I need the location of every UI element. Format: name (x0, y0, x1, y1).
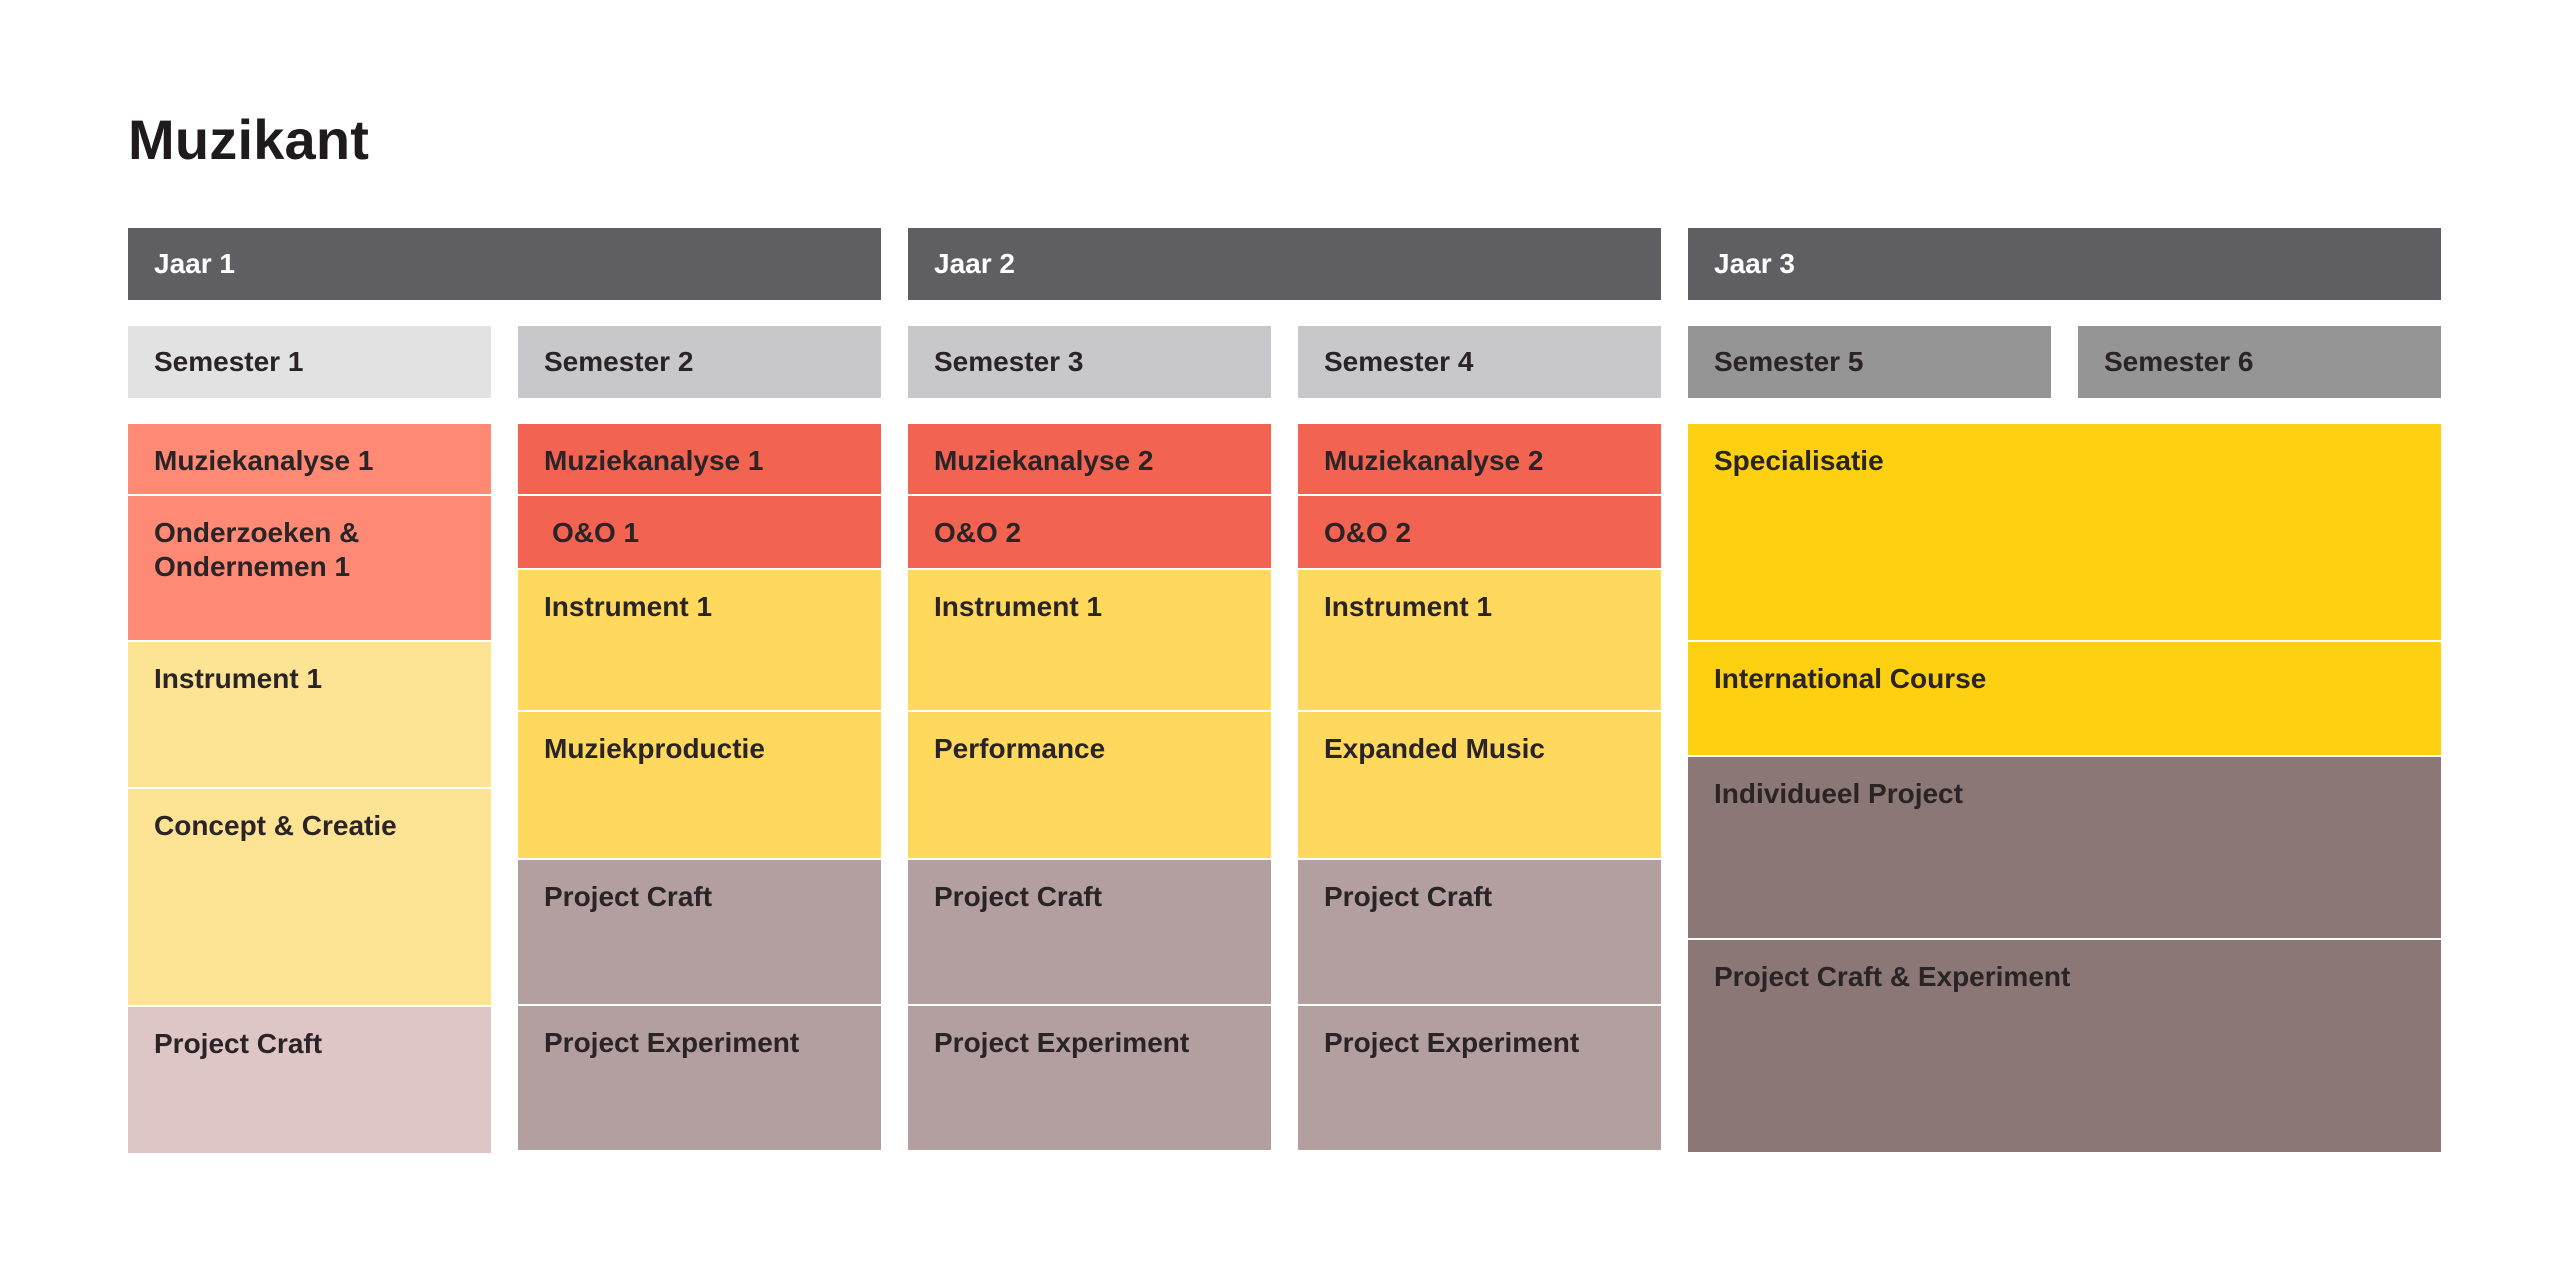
semester-2-courses: Muziekanalyse 1 O&O 1 Instrument 1 Muzie… (518, 424, 881, 1150)
semester-header-6: Semester 6 (2078, 326, 2441, 398)
course-block-muziekanalyse-2: Muziekanalyse 2 (908, 424, 1271, 496)
semester-header-1: Semester 1 (128, 326, 491, 398)
course-block-instrument-1: Instrument 1 (908, 570, 1271, 712)
semester-header-3: Semester 3 (908, 326, 1271, 398)
year-header-2: Jaar 2 (908, 228, 1661, 300)
course-block-concept-creatie: Concept & Creatie (128, 789, 491, 1007)
course-block-project-experiment: Project Experiment (908, 1006, 1271, 1150)
course-block-muziekproductie: Muziekproductie (518, 712, 881, 860)
year-header-1: Jaar 1 (128, 228, 881, 300)
course-block-international-course: International Course (1688, 642, 2441, 757)
course-block-instrument-1: Instrument 1 (518, 570, 881, 712)
course-block-onderzoeken-ondernemen-1: Onderzoeken & Ondernemen 1 (128, 496, 491, 642)
semester-header-5: Semester 5 (1688, 326, 2051, 398)
year-header-3: Jaar 3 (1688, 228, 2441, 300)
semester-header-4: Semester 4 (1298, 326, 1661, 398)
course-block-project-craft: Project Craft (1298, 860, 1661, 1006)
course-block-oo-2: O&O 2 (908, 496, 1271, 570)
course-block-project-experiment: Project Experiment (518, 1006, 881, 1150)
course-block-performance: Performance (908, 712, 1271, 860)
course-block-instrument-1: Instrument 1 (1298, 570, 1661, 712)
semester-1-courses: Muziekanalyse 1 Onderzoeken & Ondernemen… (128, 424, 491, 1153)
course-block-instrument-1: Instrument 1 (128, 642, 491, 789)
course-block-project-experiment: Project Experiment (1298, 1006, 1661, 1150)
course-block-muziekanalyse-1: Muziekanalyse 1 (128, 424, 491, 496)
course-block-project-craft: Project Craft (128, 1007, 491, 1153)
course-block-oo-1: O&O 1 (518, 496, 881, 570)
semester-4-courses: Muziekanalyse 2 O&O 2 Instrument 1 Expan… (1298, 424, 1661, 1150)
course-block-expanded-music: Expanded Music (1298, 712, 1661, 860)
course-block-project-craft: Project Craft (518, 860, 881, 1006)
course-block-specialisatie: Specialisatie (1688, 424, 2441, 642)
course-block-project-craft-experiment: Project Craft & Experiment (1688, 940, 2441, 1152)
course-block-muziekanalyse-1: Muziekanalyse 1 (518, 424, 881, 496)
course-block-oo-2: O&O 2 (1298, 496, 1661, 570)
semester-3-courses: Muziekanalyse 2 O&O 2 Instrument 1 Perfo… (908, 424, 1271, 1150)
semester-5-6-courses: Specialisatie International Course Indiv… (1688, 424, 2441, 1152)
course-block-individueel-project: Individueel Project (1688, 757, 2441, 940)
semester-header-2: Semester 2 (518, 326, 881, 398)
page-title: Muzikant (128, 108, 370, 171)
course-block-project-craft: Project Craft (908, 860, 1271, 1006)
course-block-muziekanalyse-2: Muziekanalyse 2 (1298, 424, 1661, 496)
